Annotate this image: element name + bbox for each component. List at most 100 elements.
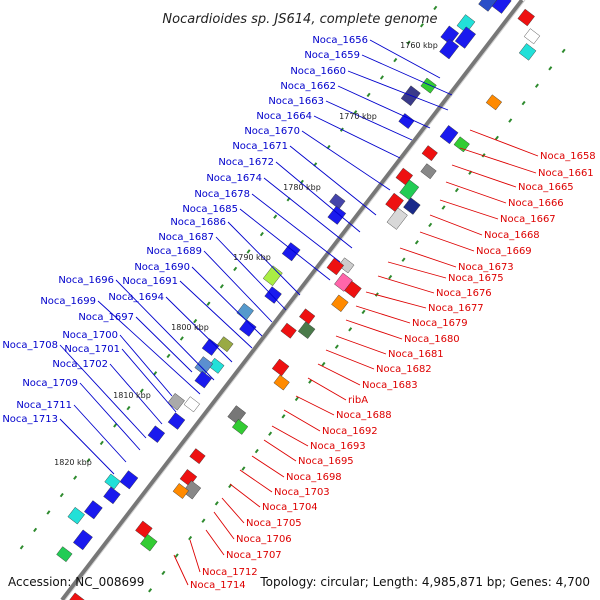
forward-gene-feature[interactable]: [119, 470, 139, 490]
reverse-gene-feature[interactable]: [331, 294, 349, 313]
reverse-gene-feature[interactable]: [297, 321, 316, 339]
forward-gene-feature[interactable]: [56, 546, 73, 563]
forward-gene-feature[interactable]: [208, 357, 225, 374]
forward-gene-label[interactable]: Noca_1699: [40, 296, 96, 307]
reverse-gene-label[interactable]: Noca_1706: [236, 534, 292, 545]
forward-gene-feature[interactable]: [327, 205, 347, 225]
reverse-gene-label[interactable]: Noca_1658: [540, 151, 596, 162]
forward-gene-feature[interactable]: [194, 370, 212, 389]
reverse-gene-label[interactable]: Noca_1692: [322, 426, 378, 437]
forward-gene-label[interactable]: Noca_1662: [280, 81, 336, 92]
forward-gene-label[interactable]: Noca_1656: [312, 35, 368, 46]
forward-gene-label[interactable]: Noca_1701: [64, 344, 120, 355]
reverse-gene-label[interactable]: Noca_1704: [262, 502, 318, 513]
reverse-gene-feature[interactable]: [421, 145, 438, 162]
reverse-gene-label[interactable]: Noca_1688: [336, 410, 392, 421]
reverse-gene-label[interactable]: Noca_1661: [538, 168, 594, 179]
reverse-gene-label[interactable]: Noca_1677: [428, 303, 484, 314]
forward-gene-feature[interactable]: [281, 242, 301, 262]
reverse-gene-label[interactable]: Noca_1693: [310, 441, 366, 452]
forward-gene-feature[interactable]: [454, 26, 476, 49]
reverse-gene-feature[interactable]: [386, 207, 408, 230]
forward-gene-label[interactable]: Noca_1696: [58, 275, 114, 286]
reverse-gene-label[interactable]: Noca_1668: [484, 230, 540, 241]
reverse-gene-feature[interactable]: [273, 374, 290, 391]
reverse-gene-feature[interactable]: [338, 257, 355, 274]
reverse-gene-feature[interactable]: [326, 257, 345, 276]
reverse-gene-label[interactable]: Noca_1676: [436, 288, 492, 299]
reverse-gene-label[interactable]: Noca_1714: [190, 580, 246, 591]
reverse-gene-feature[interactable]: [403, 197, 421, 215]
forward-gene-label[interactable]: Noca_1694: [108, 292, 164, 303]
forward-gene-feature[interactable]: [236, 303, 254, 321]
forward-gene-label[interactable]: Noca_1700: [62, 330, 118, 341]
forward-gene-feature[interactable]: [217, 336, 234, 353]
reverse-gene-label[interactable]: Noca_1698: [286, 472, 342, 483]
reverse-gene-feature[interactable]: [182, 480, 202, 500]
reverse-gene-label[interactable]: Noca_1665: [518, 182, 574, 193]
reverse-gene-feature[interactable]: [439, 125, 459, 145]
reverse-gene-label[interactable]: Noca_1681: [388, 349, 444, 360]
forward-gene-feature[interactable]: [167, 393, 185, 411]
forward-gene-feature[interactable]: [478, 0, 497, 12]
reverse-gene-label[interactable]: Noca_1680: [404, 334, 460, 345]
forward-gene-feature[interactable]: [67, 506, 85, 525]
forward-gene-feature[interactable]: [104, 473, 121, 490]
reverse-gene-feature[interactable]: [385, 192, 404, 212]
forward-gene-label[interactable]: Noca_1686: [170, 217, 226, 228]
reverse-gene-feature[interactable]: [518, 43, 537, 61]
forward-gene-label[interactable]: Noca_1711: [16, 400, 72, 411]
forward-gene-label[interactable]: Noca_1672: [218, 157, 274, 168]
forward-gene-feature[interactable]: [84, 500, 103, 520]
forward-gene-label[interactable]: Noca_1685: [182, 204, 238, 215]
forward-gene-feature[interactable]: [262, 265, 283, 287]
forward-gene-feature[interactable]: [440, 25, 460, 45]
reverse-gene-label[interactable]: Noca_1667: [500, 214, 556, 225]
forward-gene-label[interactable]: Noca_1678: [194, 189, 250, 200]
forward-gene-feature[interactable]: [167, 412, 186, 430]
reverse-gene-label[interactable]: Noca_1705: [246, 518, 302, 529]
reverse-gene-label[interactable]: Noca_1666: [508, 198, 564, 209]
reverse-gene-feature[interactable]: [189, 448, 206, 465]
forward-gene-feature[interactable]: [398, 113, 415, 129]
reverse-gene-label[interactable]: Noca_1669: [476, 246, 532, 257]
forward-gene-label[interactable]: Noca_1674: [206, 173, 262, 184]
forward-gene-label[interactable]: Noca_1670: [244, 126, 300, 137]
forward-gene-feature[interactable]: [73, 529, 93, 551]
forward-gene-feature[interactable]: [239, 319, 257, 337]
forward-gene-label[interactable]: Noca_1690: [134, 262, 190, 273]
reverse-gene-feature[interactable]: [485, 94, 503, 111]
forward-gene-label[interactable]: Noca_1659: [304, 50, 360, 61]
reverse-gene-label[interactable]: Noca_1673: [458, 262, 514, 273]
reverse-gene-label[interactable]: ribA: [348, 395, 368, 406]
reverse-gene-label[interactable]: Noca_1707: [226, 550, 282, 561]
forward-gene-feature[interactable]: [329, 193, 346, 210]
reverse-gene-feature[interactable]: [172, 483, 189, 499]
reverse-gene-feature[interactable]: [67, 592, 85, 600]
forward-gene-label[interactable]: Noca_1713: [2, 414, 58, 425]
forward-gene-feature[interactable]: [420, 77, 437, 94]
forward-gene-feature[interactable]: [103, 486, 121, 505]
reverse-gene-label[interactable]: Noca_1703: [274, 487, 330, 498]
reverse-gene-feature[interactable]: [280, 322, 297, 339]
forward-gene-feature[interactable]: [491, 0, 512, 14]
reverse-gene-feature[interactable]: [453, 136, 470, 153]
forward-gene-feature[interactable]: [183, 396, 200, 413]
reverse-gene-label[interactable]: Noca_1682: [376, 364, 432, 375]
reverse-gene-feature[interactable]: [523, 28, 541, 45]
forward-gene-label[interactable]: Noca_1663: [268, 96, 324, 107]
reverse-gene-label[interactable]: Noca_1683: [362, 380, 418, 391]
reverse-gene-feature[interactable]: [399, 179, 420, 201]
forward-gene-label[interactable]: Noca_1687: [158, 232, 214, 243]
reverse-gene-label[interactable]: Noca_1695: [298, 456, 354, 467]
forward-gene-label[interactable]: Noca_1664: [256, 111, 312, 122]
forward-gene-label[interactable]: Noca_1708: [2, 340, 58, 351]
forward-gene-label[interactable]: Noca_1660: [290, 66, 346, 77]
reverse-gene-feature[interactable]: [420, 163, 437, 180]
forward-gene-label[interactable]: Noca_1691: [122, 276, 178, 287]
forward-gene-feature[interactable]: [264, 286, 282, 304]
reverse-gene-label[interactable]: Noca_1675: [448, 273, 504, 284]
forward-gene-label[interactable]: Noca_1709: [22, 378, 78, 389]
reverse-gene-feature[interactable]: [517, 8, 535, 27]
reverse-gene-feature[interactable]: [299, 308, 316, 325]
